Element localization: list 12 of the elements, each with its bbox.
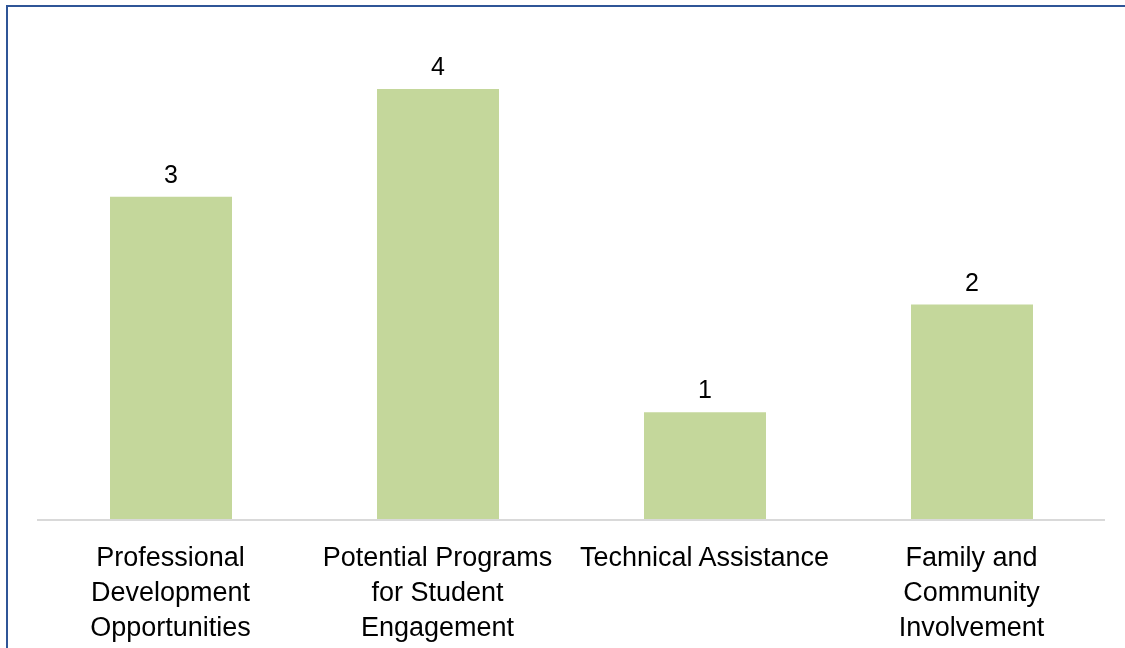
- x-tick-label: Professional Development Opportunities: [90, 542, 251, 643]
- bar: [377, 89, 499, 520]
- data-label: 2: [965, 267, 979, 296]
- bar: [911, 304, 1033, 520]
- data-label: 1: [698, 375, 712, 404]
- bar: [110, 196, 232, 520]
- x-tick-label: Technical Assistance: [579, 542, 830, 573]
- bar: [644, 412, 766, 520]
- x-tick-label: Family and Community Involvement: [898, 542, 1045, 643]
- x-tick-label: Potential Programs for Student Engagement: [322, 542, 553, 643]
- data-label: 3: [164, 159, 178, 188]
- data-label: 4: [431, 52, 446, 80]
